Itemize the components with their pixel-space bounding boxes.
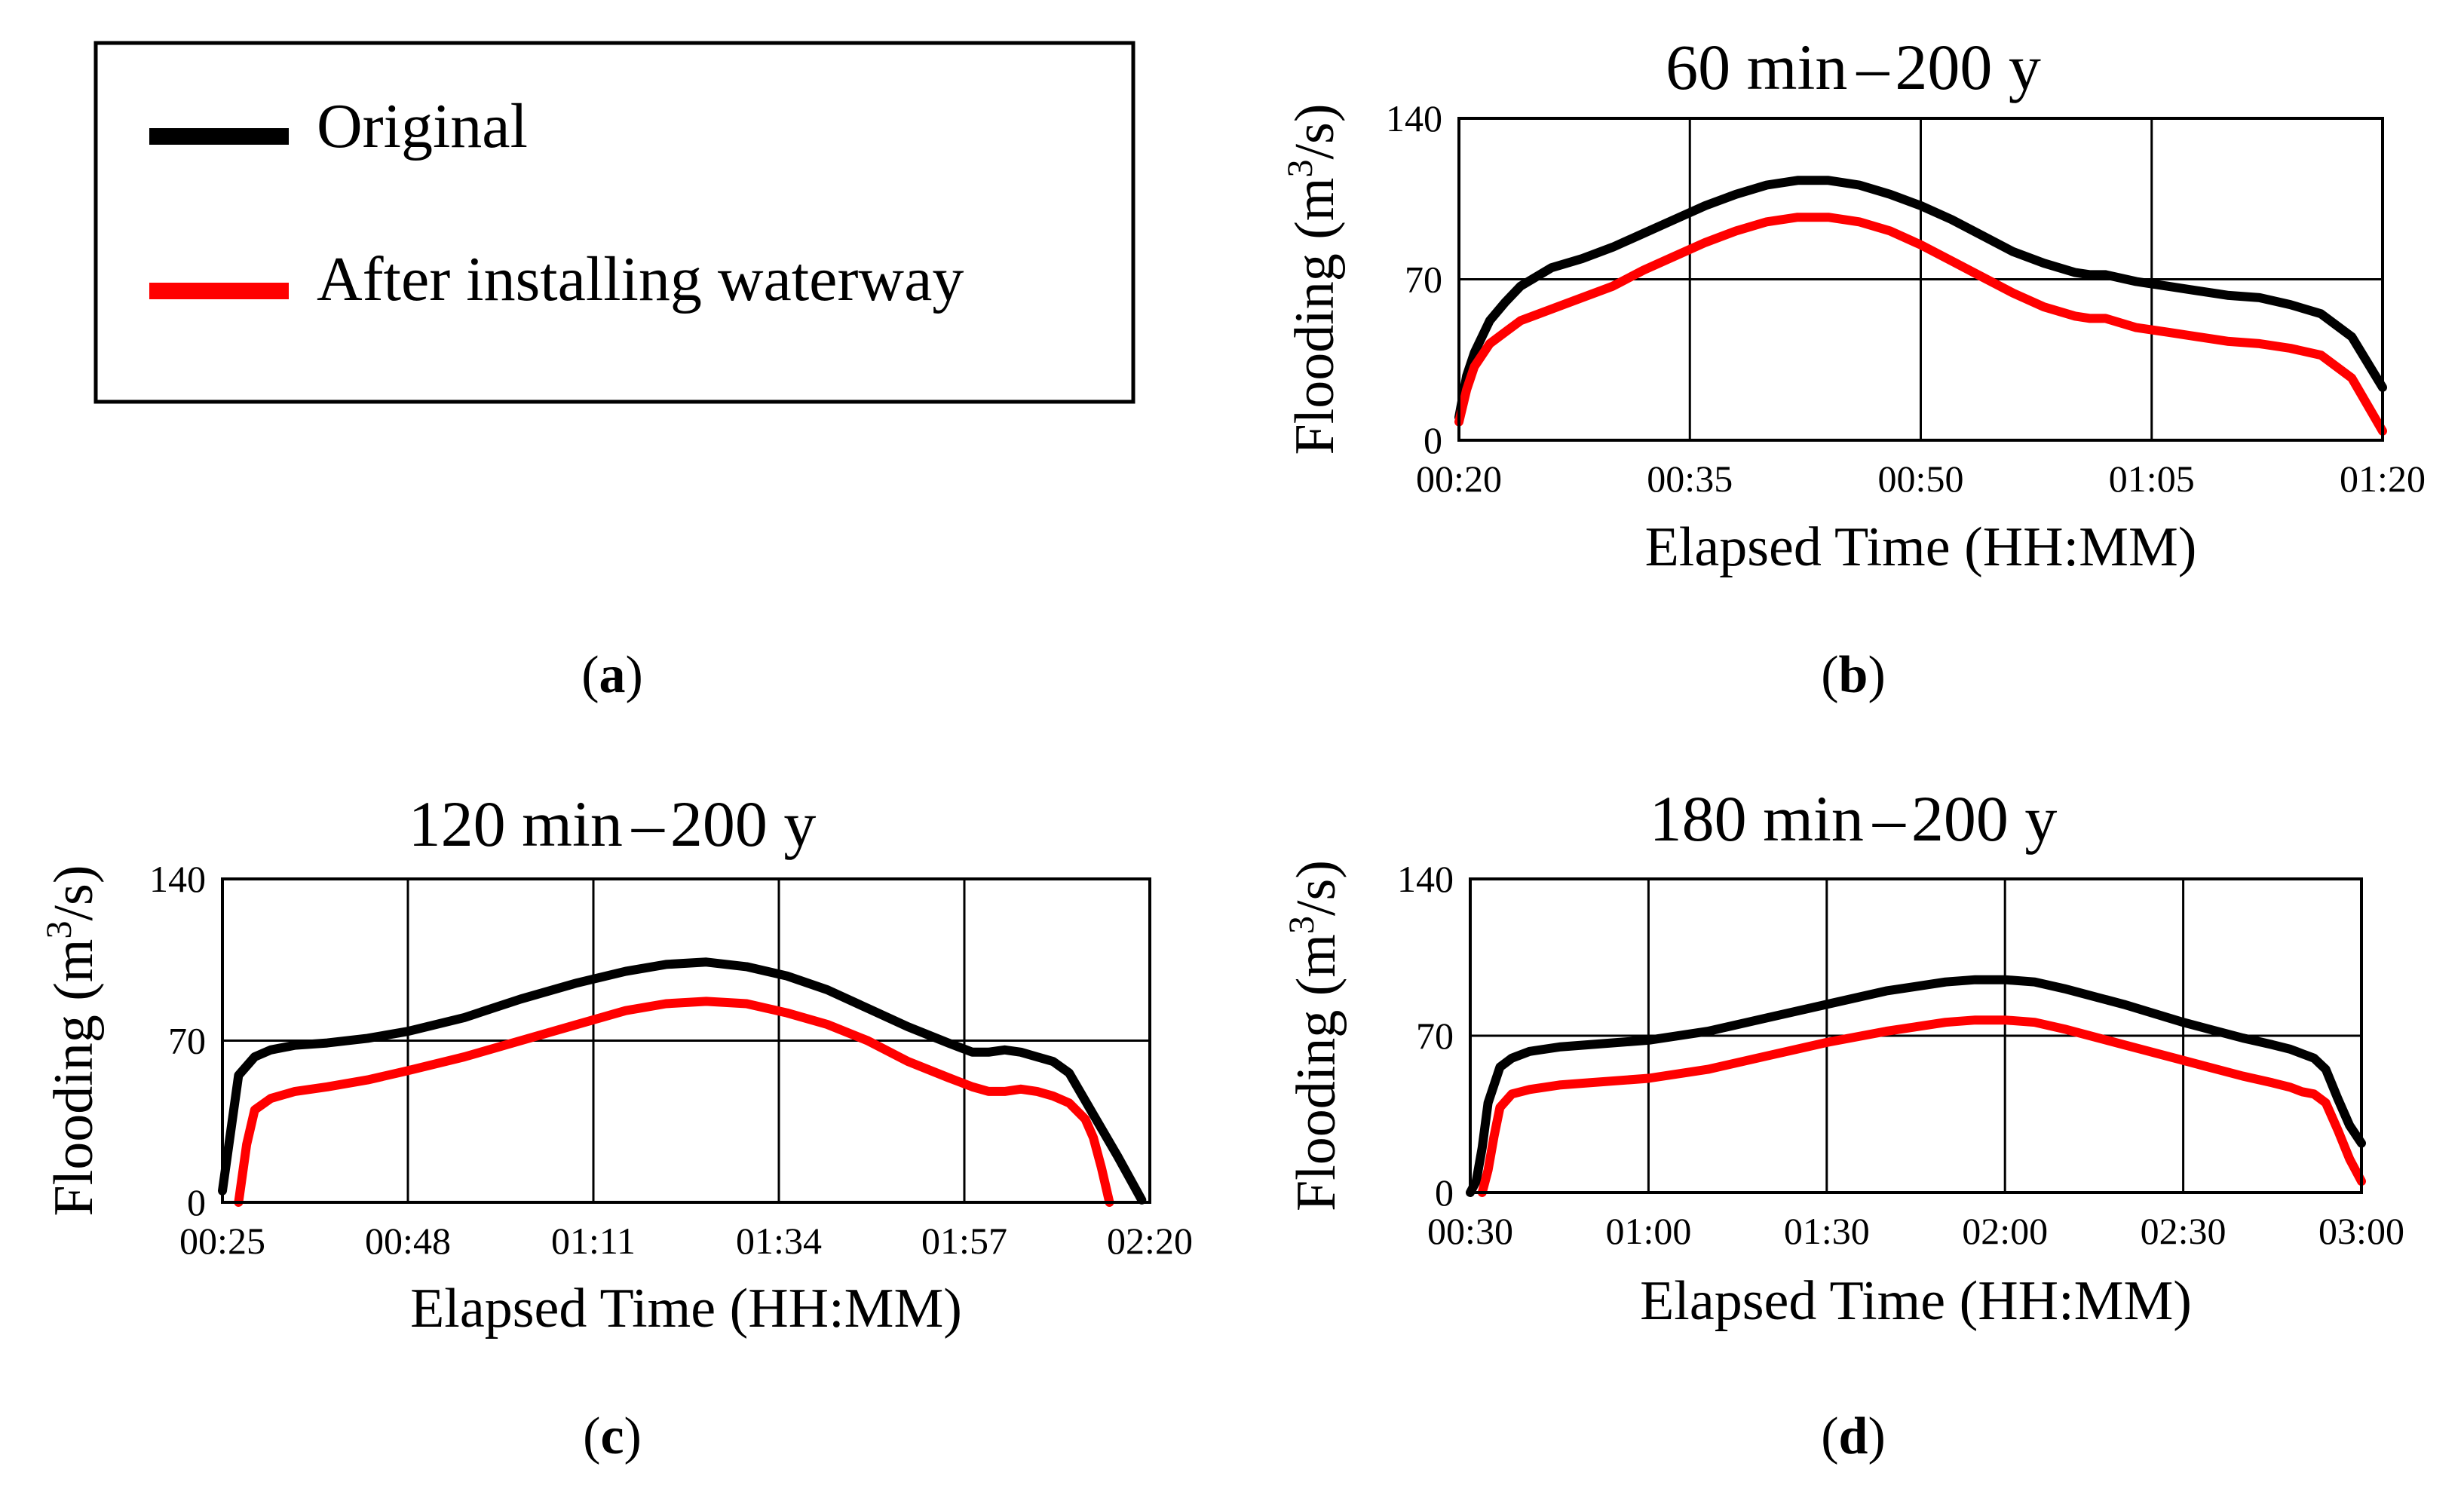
y-tick-label: 70 [168, 1020, 206, 1062]
subfigure-label-b: (b) [1821, 646, 1886, 704]
series-line-waterway [1477, 1015, 2366, 1197]
subfigure-label-d: (d) [1821, 1407, 1886, 1465]
x-tick-label: 00:48 [365, 1220, 451, 1262]
plot-frame [221, 877, 1151, 1204]
chart-panel-b: 60 min –200 y 0 70 140 00:20 00:35 00:50 01:05 01… [1280, 31, 2426, 578]
chart-panel-c: 120 min –200 y 0 70 140 00:25 00:48 01:11 01:34 0… [39, 788, 1193, 1340]
y-tick-label: 140 [1386, 97, 1442, 139]
x-tick-label: 01:30 [1784, 1210, 1870, 1252]
x-tick-label: 00:30 [1427, 1210, 1513, 1252]
x-tick-label: 01:57 [921, 1220, 1007, 1262]
plot-frame [1457, 117, 2384, 442]
x-tick-label: 00:50 [1878, 458, 1964, 500]
chart-title: 120 min –200 y [409, 788, 817, 860]
y-axis-label: Flooding (m3/s) [1280, 104, 1346, 455]
y-tick-label: 70 [1405, 259, 1442, 301]
y-tick-label: 0 [187, 1181, 206, 1223]
legend-box [93, 41, 1135, 404]
y-tick-label: 70 [1416, 1015, 1454, 1057]
series-line-original [218, 957, 1147, 1205]
series-line-waterway [234, 997, 1114, 1207]
plot-frame [1469, 877, 2363, 1194]
legend-label-waterway: After installing waterway [317, 244, 964, 314]
y-axis-label: Flooding (m3/s) [39, 865, 105, 1217]
x-tick-label: 00:20 [1416, 458, 1502, 500]
x-tick-label: 01:11 [551, 1220, 636, 1262]
x-axis-label: Elapsed Time (HH:MM) [1645, 516, 2197, 578]
series-line-original [1454, 176, 2387, 422]
x-axis-label: Elapsed Time (HH:MM) [1640, 1270, 2192, 1332]
x-tick-label: 01:05 [2109, 458, 2195, 500]
chart-title: 180 min –200 y [1650, 782, 2058, 855]
series-line-waterway [1454, 213, 2387, 436]
y-tick-label: 140 [1397, 858, 1454, 900]
chart-panel-d: 180 min –200 y 0 70 140 00:30 01:00 01:30 02:00 0… [1282, 782, 2404, 1332]
x-tick-label: 01:00 [1605, 1210, 1691, 1252]
x-axis-label: Elapsed Time (HH:MM) [410, 1278, 962, 1340]
x-tick-label: 03:00 [2318, 1210, 2404, 1252]
x-tick-label: 02:30 [2141, 1210, 2226, 1252]
y-tick-label: 140 [149, 858, 206, 900]
x-tick-label: 00:35 [1647, 458, 1733, 500]
chart-title: 60 min –200 y [1666, 31, 2041, 103]
x-tick-label: 02:00 [1962, 1210, 2048, 1252]
subfigure-label-c: (c) [583, 1407, 642, 1465]
legend-panel-a: Original After installing waterway [93, 41, 1135, 404]
series-line-original [1466, 975, 2366, 1197]
legend-label-original: Original [317, 91, 528, 161]
subfigure-label-a: (a) [581, 646, 643, 704]
y-axis-label: Flooding (m3/s) [1282, 860, 1347, 1211]
y-tick-label: 0 [1424, 419, 1442, 461]
y-tick-label: 0 [1435, 1171, 1454, 1214]
x-tick-label: 02:20 [1107, 1220, 1193, 1262]
x-tick-label: 01:34 [736, 1220, 822, 1262]
x-tick-label: 00:25 [179, 1220, 265, 1262]
x-tick-label: 01:20 [2340, 458, 2426, 500]
